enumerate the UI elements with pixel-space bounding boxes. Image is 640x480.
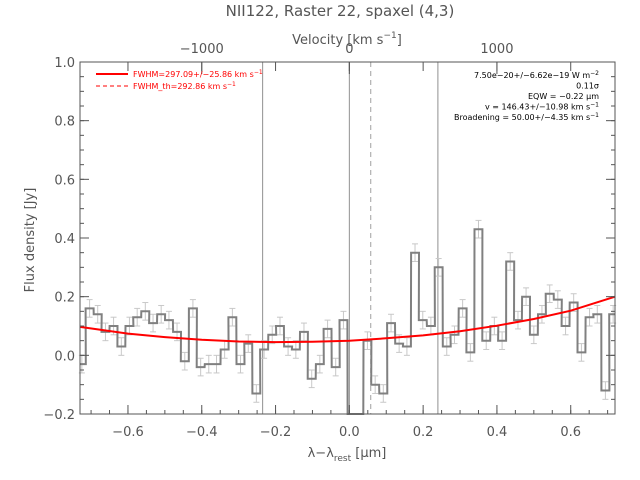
plot-area: −0.6 −0.4 −0.2 0.0 0.2 0.4 0.6 −1000 0 1000 −0.2 0.…	[43, 42, 617, 440]
top-axis-tick-label: −1000	[180, 42, 224, 57]
fit-annotation: Broadening = 50.00+/−4.35 km s−1	[454, 112, 599, 122]
fit-annotation: 7.50e−20+/−6.62e−19 W m−2	[474, 70, 599, 80]
y-tick-label: 0.8	[54, 115, 75, 130]
fit-annotation-text: v = 146.43+/−10.98 km s	[485, 103, 590, 112]
y-tick-label: 1.0	[54, 56, 75, 71]
fit-annotation-text: Broadening = 50.00+/−4.35 km s	[454, 113, 590, 122]
x-tick-label: −0.6	[112, 425, 144, 440]
fit-annotation: 0.11σ	[576, 82, 599, 91]
fit-curve	[79, 295, 616, 344]
legend-label-text: FWHM_th=292.86 km s	[133, 82, 227, 91]
x-tick-label: 0.4	[487, 425, 508, 440]
x-axis-title-sub: rest	[334, 454, 352, 464]
x-tick-label: 0.2	[413, 425, 434, 440]
fit-annotation-text: EQW = −0.22 μm	[528, 92, 599, 101]
top-axis-title: Velocity [km s−1]	[292, 31, 402, 48]
top-axis-title-sup: −1	[383, 31, 396, 41]
y-tick-label: −0.2	[43, 408, 75, 423]
fit-annotation-sup: −1	[590, 112, 599, 119]
top-axis-tick-label: 0	[345, 42, 353, 57]
x-tick-label: 0.6	[560, 425, 581, 440]
y-axis-title: Flux density [Jy]	[23, 188, 38, 293]
fit-annotation-sup: −2	[590, 70, 599, 77]
top-axis-title-end: ]	[397, 33, 402, 48]
x-axis-title-main: λ−λ	[308, 446, 335, 461]
y-tick-label: 0.0	[54, 349, 75, 364]
fit-annotation-sup: −1	[590, 102, 599, 109]
legend-label-sup: −1	[254, 69, 263, 76]
svg-text:λ−λrest [μm]: λ−λrest [μm]	[308, 446, 387, 464]
fit-annotation: v = 146.43+/−10.98 km s−1	[485, 102, 599, 112]
legend-label: FWHM=297.09+/−25.86 km s−1	[133, 69, 263, 79]
legend-label-sup: −1	[227, 81, 236, 88]
y-tick-label: 0.4	[54, 232, 75, 247]
spectrum-step-line	[80, 228, 615, 415]
svg-text:Velocity [km s−1]: Velocity [km s−1]	[292, 31, 402, 48]
legend-label-text: FWHM=297.09+/−25.86 km s	[133, 70, 254, 79]
x-tick-label: −0.4	[186, 425, 218, 440]
y-tick-label: 0.6	[54, 173, 75, 188]
fit-annotation: EQW = −0.22 μm	[528, 92, 599, 101]
y-tick-label: 0.2	[54, 291, 75, 306]
fit-annotation-text: 0.11σ	[576, 82, 599, 91]
chart-title: NII122, Raster 22, spaxel (4,3)	[226, 2, 455, 20]
legend: FWHM=297.09+/−25.86 km s−1FWHM_th=292.86…	[96, 69, 263, 91]
legend-label: FWHM_th=292.86 km s−1	[133, 81, 236, 91]
top-axis-tick-label: 1000	[480, 42, 513, 57]
top-axis-title-text: Velocity [km s	[292, 33, 384, 48]
x-tick-label: −0.2	[260, 425, 292, 440]
x-axis-title: λ−λrest [μm]	[308, 446, 387, 464]
x-tick-label: 0.0	[339, 425, 360, 440]
fit-annotation-text: 7.50e−20+/−6.62e−19 W m	[474, 71, 590, 80]
x-axis-title-unit: [μm]	[351, 446, 386, 461]
